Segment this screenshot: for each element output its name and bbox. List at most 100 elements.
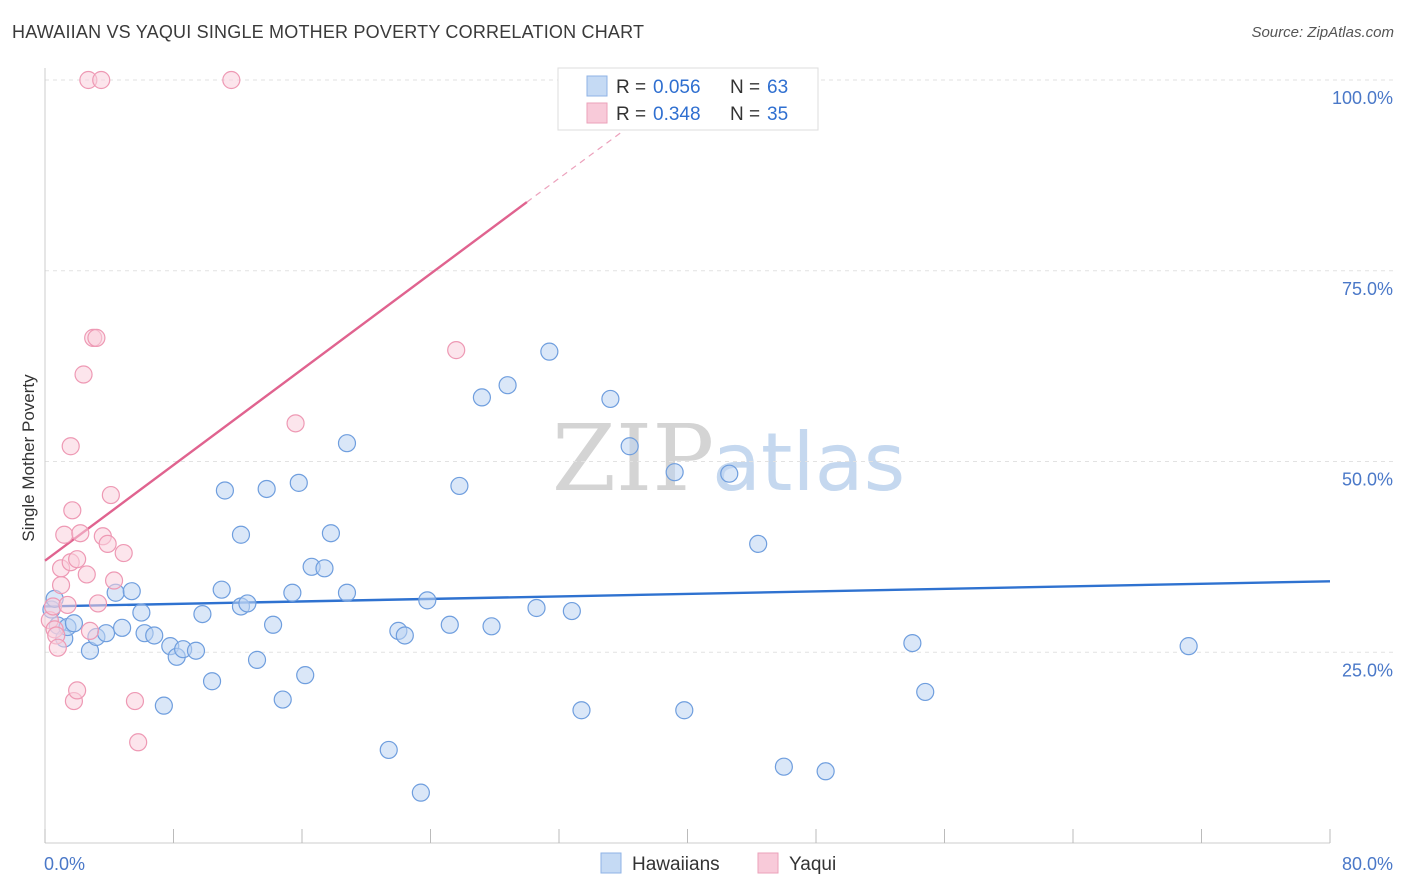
source-credit: Source: ZipAtlas.com (1251, 24, 1394, 41)
y-axis-label: Single Mother Poverty (19, 374, 38, 542)
yaqui-point-8 (58, 595, 77, 615)
hawaiians-point-21 (202, 672, 222, 691)
hawaiians-point-39 (379, 740, 398, 760)
legend-swatch-yaqui (586, 102, 608, 124)
hawaiians-point-56 (675, 701, 694, 720)
legend-n-value-yaqui: 35 (767, 104, 788, 125)
hawaiians-point-35 (315, 559, 334, 578)
hawaiians-point-33 (296, 666, 315, 685)
series-yaqui (40, 70, 466, 752)
y-tick-labels: 25.0% 50.0% 75.0% 100.0% (1332, 88, 1393, 680)
yaqui-point-4 (48, 638, 67, 657)
hawaiians-point-29 (263, 615, 283, 634)
hawaiians-point-63 (1179, 637, 1198, 656)
hawaiians-point-28 (257, 479, 276, 499)
yaqui-point-10 (61, 437, 80, 456)
hawaiians-point-60 (816, 762, 835, 781)
y-tick-label-0: 25.0% (1342, 660, 1393, 680)
yaqui-point-28 (114, 543, 133, 563)
hawaiians-point-59 (774, 757, 793, 776)
hawaiians-point-37 (337, 583, 357, 602)
x-tick-label-0: 0.0% (44, 854, 85, 874)
hawaiians-point-55 (665, 463, 684, 482)
legend-r-label-yaqui: R = (616, 104, 646, 125)
x-tick-label-1: 80.0% (1342, 854, 1393, 874)
yaqui-point-13 (68, 681, 87, 700)
hawaiians-point-30 (273, 690, 292, 709)
watermark: ZIP atlas (552, 405, 905, 512)
legend-r-value-yaqui: 0.348 (653, 104, 701, 125)
hawaiians-point-27 (247, 650, 267, 669)
hawaiians-point-41 (395, 626, 414, 645)
hawaiians-point-46 (472, 388, 491, 407)
y-tick-label-3: 100.0% (1332, 88, 1393, 108)
yaqui-point-15 (71, 524, 90, 543)
legend-swatch-hawaiians (586, 75, 608, 97)
gridlines (45, 79, 1395, 653)
legend-n-label-hawaiians: N = (730, 77, 760, 98)
yaqui-point-30 (129, 733, 148, 752)
yaqui-point-17 (77, 565, 96, 584)
legend-n-label-yaqui: N = (730, 104, 760, 125)
hawaiians-point-5 (64, 614, 84, 633)
hawaiians-point-52 (572, 701, 591, 720)
hawaiians-point-8 (96, 624, 116, 643)
hawaiians-point-36 (321, 524, 341, 543)
series-legend-label-yaqui: Yaqui (789, 854, 836, 875)
yaqui-point-14 (68, 550, 87, 569)
yaqui-point-29 (125, 691, 145, 711)
hawaiians-point-45 (450, 476, 469, 496)
watermark-atlas: atlas (712, 416, 905, 509)
hawaiians-point-20 (193, 604, 212, 624)
y-tick-label-1: 50.0% (1342, 470, 1393, 490)
series-legend-label-hawaiians: Hawaiians (632, 854, 720, 875)
hawaiians-point-53 (601, 389, 620, 409)
yaqui-point-22 (88, 594, 108, 613)
yaqui-trend-line (44, 201, 528, 562)
yaqui-point-32 (286, 414, 305, 433)
watermark-zip: ZIP (552, 405, 714, 512)
y-tick-label-2: 75.0% (1342, 279, 1393, 299)
hawaiians-point-47 (482, 617, 501, 636)
yaqui-point-7 (55, 525, 74, 544)
hawaiians-point-57 (720, 464, 739, 483)
hawaiians-point-54 (620, 437, 639, 456)
correlation-legend: R = 0.056 N = 63 R = 0.348 N = 35 (557, 67, 819, 131)
hawaiians-point-23 (215, 481, 234, 500)
yaqui-point-21 (87, 328, 106, 347)
hawaiians-point-44 (440, 615, 459, 634)
hawaiians-point-22 (212, 580, 231, 599)
hawaiians-point-43 (418, 591, 437, 610)
legend-r-label-hawaiians: R = (616, 77, 646, 98)
hawaiians-point-19 (186, 641, 206, 660)
hawaiians-point-49 (527, 598, 546, 618)
axes (44, 68, 1331, 844)
yaqui-point-11 (63, 501, 82, 520)
hawaiians-trend-line (44, 580, 1331, 608)
yaqui-point-33 (447, 341, 466, 360)
hawaiians-point-38 (337, 434, 357, 453)
series-legend-swatch-yaqui (757, 852, 779, 874)
hawaiians-point-61 (903, 633, 922, 653)
data-points (40, 70, 1198, 802)
hawaiians-point-42 (411, 783, 430, 802)
series-legend: Hawaiians Yaqui (600, 852, 836, 875)
yaqui-trend-extension (526, 94, 672, 203)
hawaiians-point-24 (231, 525, 251, 544)
yaqui-point-16 (74, 365, 93, 384)
series-legend-swatch-hawaiians (600, 852, 622, 874)
yaqui-point-31 (222, 70, 241, 90)
yaqui-point-25 (98, 534, 117, 554)
hawaiians-point-12 (132, 603, 151, 622)
chart-title: HAWAIIAN VS YAQUI SINGLE MOTHER POVERTY … (12, 22, 645, 42)
hawaiians-point-11 (122, 582, 141, 601)
hawaiians-point-51 (562, 601, 581, 621)
hawaiians-point-10 (112, 618, 132, 637)
hawaiians-point-31 (283, 583, 302, 602)
hawaiians-point-14 (145, 626, 164, 645)
trend-lines (44, 94, 1331, 608)
hawaiians-point-58 (749, 534, 768, 554)
yaqui-point-19 (80, 621, 100, 640)
yaqui-point-26 (101, 485, 120, 505)
hawaiians-point-32 (289, 473, 308, 492)
